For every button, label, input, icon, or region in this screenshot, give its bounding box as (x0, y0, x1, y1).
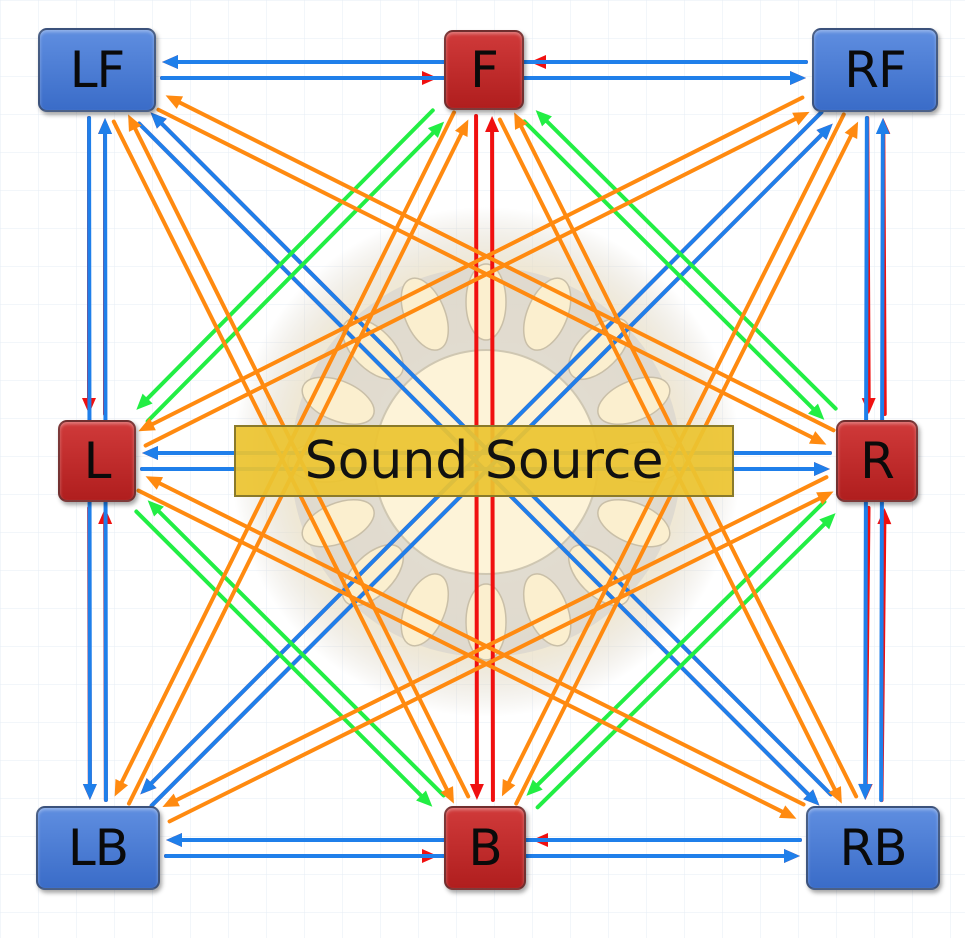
arrow-l-to-f (145, 121, 445, 424)
arrow-f-to-l (136, 108, 435, 410)
speaker-node-l: L (58, 420, 136, 502)
sound-source-petal (568, 544, 631, 607)
sound-source-label: Sound Source (234, 425, 734, 497)
arrow-r-to-f (535, 110, 838, 411)
arrow-b-to-r (535, 513, 836, 810)
arrow-r-to-b (526, 499, 827, 796)
speaker-node-rf: RF (812, 28, 938, 112)
speaker-node-b: B (444, 806, 526, 890)
arrow-rf-to-l (138, 95, 805, 432)
speaker-node-rb: RB (806, 806, 940, 890)
sound-source-petal (341, 317, 404, 380)
sound-source-petal (465, 583, 507, 661)
arrow-l-to-b (134, 509, 433, 807)
arrow-l-to-rb (136, 488, 797, 819)
arrow-b-to-l (147, 500, 446, 798)
arrow-r-to-lb (162, 475, 829, 808)
sound-source-petal (522, 277, 572, 351)
arrow-lb-to-r (167, 491, 834, 824)
speaker-node-lb: LB (36, 806, 160, 890)
sound-source-petal (301, 376, 375, 426)
sound-source-petal (400, 277, 450, 351)
sound-source-petal (341, 544, 404, 607)
arrow-rb-to-l (145, 476, 806, 807)
sound-source-petal (568, 317, 631, 380)
arrow-f-to-r (522, 119, 825, 420)
speaker-node-f: F (444, 30, 524, 110)
arrow-l-to-rf (143, 111, 810, 448)
speaker-node-r: R (836, 420, 918, 502)
speaker-node-lf: LF (38, 28, 156, 112)
